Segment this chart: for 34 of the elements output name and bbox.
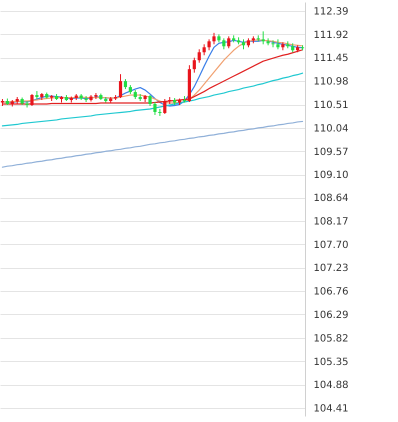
y-tick-label: 112.39 <box>314 6 348 18</box>
y-tick-label: 111.92 <box>314 30 348 41</box>
line-series <box>2 120 304 168</box>
y-tick-label: 109.10 <box>314 170 348 182</box>
candlestick <box>212 32 216 45</box>
candlestick <box>242 38 246 50</box>
y-tick-label: 104.88 <box>314 380 348 392</box>
candlestick <box>262 30 265 45</box>
candlestick <box>124 78 128 90</box>
candlestick <box>192 57 196 74</box>
y-tick-label: 106.29 <box>314 310 348 321</box>
y-tick-label: 108.64 <box>314 193 348 204</box>
y-tick-label: 104.41 <box>314 404 348 415</box>
y-tick-label: 107.23 <box>314 263 348 274</box>
y-tick-label: 106.76 <box>314 286 348 298</box>
candlestick <box>202 44 206 56</box>
candlestick <box>198 48 201 64</box>
candlestick <box>153 102 157 116</box>
line-series <box>2 72 304 126</box>
y-tick-label: 110.98 <box>314 76 348 88</box>
candlestick <box>222 38 226 50</box>
candlestick <box>276 38 280 50</box>
candlestick <box>118 74 122 99</box>
y-tick-label: 105.35 <box>314 356 348 368</box>
y-tick-label: 108.17 <box>314 216 348 228</box>
y-tick-label: 110.51 <box>314 100 348 112</box>
y-tick-label: 110.04 <box>314 123 348 134</box>
y-tick-label: 111.45 <box>314 53 348 64</box>
candlestick <box>227 36 230 49</box>
candlestick <box>148 94 152 106</box>
y-tick-label: 107.70 <box>314 240 348 251</box>
candlestick <box>207 38 211 51</box>
y-tick-label: 109.57 <box>314 146 348 158</box>
y-tick-label: 105.82 <box>314 333 348 344</box>
